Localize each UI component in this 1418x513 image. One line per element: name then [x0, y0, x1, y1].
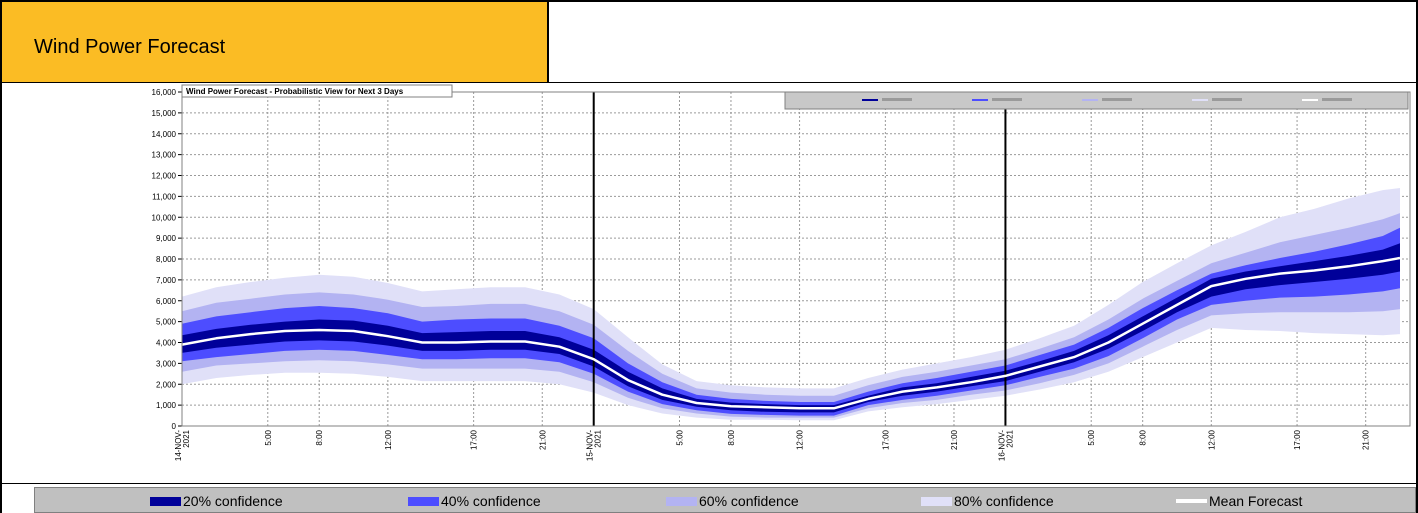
x-tick-label: 14-NOV-2021 — [174, 429, 191, 461]
legend-swatch-60 — [666, 496, 697, 506]
page-title: Wind Power Forecast — [34, 36, 226, 58]
x-axis-ticks: 14-NOV-2021 5:00 8:00 12:00 17:00 21:00 15-NOV… — [174, 429, 1371, 461]
y-tick-label: 3,000 — [156, 359, 177, 368]
day-separators — [592, 92, 1007, 426]
y-tick-label: 13,000 — [152, 151, 177, 160]
x-tick-label: 17:00 — [470, 429, 479, 450]
y-tick-label: 14,000 — [152, 130, 177, 139]
legend-swatch-40 — [408, 496, 439, 506]
inner-legend-label — [1212, 98, 1242, 101]
x-tick-label: 12:00 — [796, 429, 805, 450]
legend-label-40: 40% confidence — [441, 493, 541, 509]
band-60-confidence — [182, 213, 1400, 418]
y-tick-label: 4,000 — [156, 339, 177, 348]
y-tick-label: 10,000 — [152, 213, 177, 222]
legend: 20% confidence 40% confidence 60% confid… — [34, 487, 1416, 513]
y-tick-label: 12,000 — [152, 172, 177, 181]
x-tick-label: 17:00 — [1293, 429, 1302, 450]
y-tick-label: 0 — [172, 422, 177, 431]
y-tick-label: 9,000 — [156, 234, 177, 243]
wind-power-chart: 0 1,000 2,000 3,000 4,000 5,000 6,000 7,000 8,00… — [152, 84, 1411, 461]
legend-item-60: 60% confidence — [666, 492, 799, 510]
chart-title: Wind Power Forecast - Probabilistic View… — [186, 87, 404, 96]
y-tick-label: 11,000 — [152, 192, 176, 201]
x-tick-label: 5:00 — [1087, 429, 1096, 445]
inner-legend-label — [1322, 98, 1352, 101]
x-tick-label: 5:00 — [675, 429, 684, 445]
x-tick-label: 15-NOV-2021 — [586, 429, 603, 461]
x-tick-label: 21:00 — [1362, 429, 1371, 450]
y-tick-label: 7,000 — [156, 276, 177, 285]
legend-label-20: 20% confidence — [183, 493, 283, 509]
inner-legend-label — [882, 98, 912, 101]
x-tick-label: 21:00 — [950, 429, 959, 450]
legend-label-mean: Mean Forecast — [1209, 493, 1303, 509]
x-tick-label: 12:00 — [384, 429, 393, 450]
y-tick-label: 2,000 — [156, 380, 177, 389]
y-tick-label: 6,000 — [156, 297, 177, 306]
legend-swatch-20 — [150, 496, 181, 506]
x-tick-label: 8:00 — [1139, 429, 1148, 445]
mean-forecast-line — [181, 256, 1401, 410]
x-tick-label: 17:00 — [881, 429, 890, 450]
y-tick-label: 1,000 — [156, 401, 177, 410]
y-tick-label: 5,000 — [156, 318, 177, 327]
legend-label-80: 80% confidence — [954, 493, 1054, 509]
chart-title-box: Wind Power Forecast - Probabilistic View… — [181, 84, 453, 98]
legend-swatch-80 — [921, 496, 952, 506]
mean-forecast-layer — [181, 256, 1401, 410]
y-axis-ticks: 0 1,000 2,000 3,000 4,000 5,000 6,000 7,000 8,00… — [152, 88, 182, 431]
x-tick-label: 16-NOV-2021 — [997, 429, 1014, 461]
title-banner: Wind Power Forecast — [2, 2, 549, 82]
chart-bottom-divider — [2, 483, 1416, 484]
legend-item-40: 40% confidence — [408, 492, 541, 510]
legend-swatch-mean — [1176, 499, 1207, 503]
inner-legend-label — [1102, 98, 1132, 101]
x-tick-label: 8:00 — [727, 429, 736, 445]
x-tick-label: 21:00 — [538, 429, 547, 450]
x-tick-label: 8:00 — [315, 429, 324, 445]
y-tick-label: 8,000 — [156, 255, 177, 264]
y-tick-label: 16,000 — [152, 88, 177, 97]
legend-item-20: 20% confidence — [150, 492, 283, 510]
legend-item-mean: Mean Forecast — [1176, 492, 1302, 510]
inner-legend-label — [992, 98, 1022, 101]
x-tick-label: 12:00 — [1207, 429, 1216, 450]
legend-item-80: 80% confidence — [921, 492, 1054, 510]
x-tick-label: 5:00 — [264, 429, 273, 445]
inner-legend — [784, 91, 1409, 110]
legend-label-60: 60% confidence — [699, 493, 799, 509]
y-tick-label: 15,000 — [152, 109, 177, 118]
confidence-bands — [182, 188, 1400, 421]
header-divider — [2, 82, 1416, 83]
